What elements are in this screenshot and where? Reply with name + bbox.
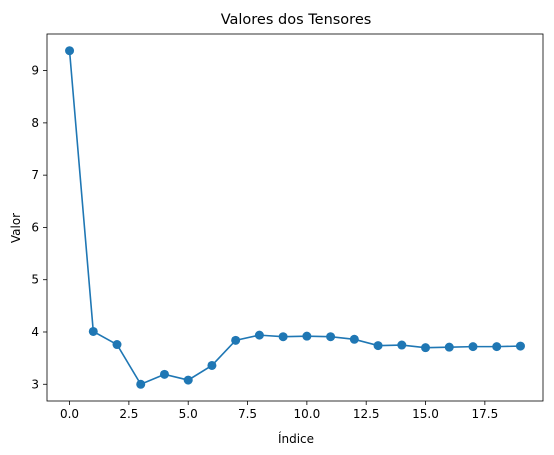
x-tick-label: 17.5 (471, 407, 498, 421)
y-tick-label: 4 (31, 325, 39, 339)
chart-title: Valores dos Tensores (221, 12, 372, 28)
data-point (374, 341, 383, 350)
x-tick-label: 15.0 (412, 407, 439, 421)
data-point (184, 376, 193, 385)
data-point (231, 336, 240, 345)
data-point (397, 341, 406, 350)
data-point (89, 327, 98, 336)
y-tick-label: 5 (31, 273, 39, 287)
y-tick-label: 8 (31, 116, 39, 130)
data-point (516, 342, 525, 351)
data-point (65, 46, 74, 55)
data-point (255, 331, 264, 340)
x-tick-label: 12.5 (353, 407, 380, 421)
x-tick-label: 2.5 (119, 407, 138, 421)
x-tick-label: 10.0 (294, 407, 321, 421)
x-axis-label: Índice (278, 431, 314, 446)
y-tick-label: 9 (31, 64, 39, 78)
data-point (492, 342, 501, 351)
data-point (113, 340, 122, 349)
data-point (445, 343, 454, 352)
data-point (350, 335, 359, 344)
data-point (207, 361, 216, 370)
data-point (160, 370, 169, 379)
y-tick-label: 6 (31, 220, 39, 234)
x-tick-label: 7.5 (238, 407, 257, 421)
x-tick-label: 0.0 (60, 407, 79, 421)
y-axis-label: Valor (9, 213, 23, 243)
data-point (302, 332, 311, 341)
data-point (279, 332, 288, 341)
data-point (421, 343, 430, 352)
y-tick-label: 7 (31, 168, 39, 182)
y-tick-label: 3 (31, 377, 39, 391)
x-tick-label: 5.0 (179, 407, 198, 421)
data-point (326, 332, 335, 341)
data-point (136, 380, 145, 389)
data-point (468, 342, 477, 351)
